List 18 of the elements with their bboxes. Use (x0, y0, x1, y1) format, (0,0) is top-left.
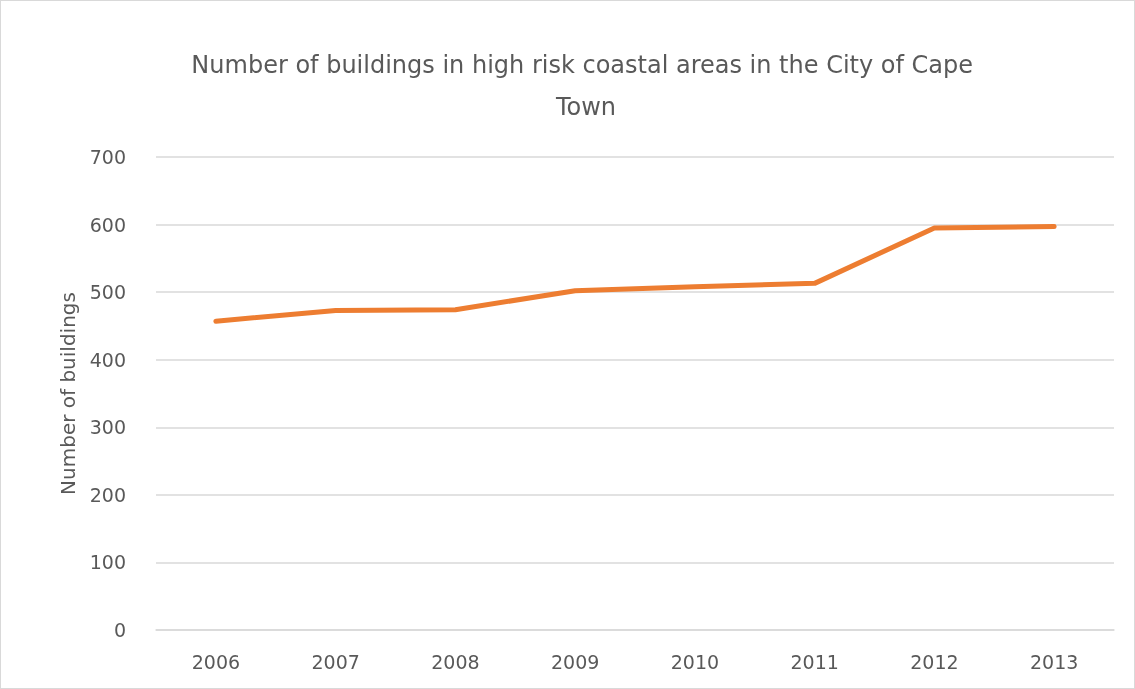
x-tick-label: 2009 (550, 650, 600, 673)
y-tick-label: 300 (89, 416, 126, 439)
x-tick-label: 2006 (191, 650, 241, 673)
x-tick-label: 2011 (790, 650, 839, 673)
y-tick-label: 100 (89, 551, 126, 574)
x-tick-label: 2012 (910, 650, 959, 673)
x-tick-label: 2010 (670, 650, 720, 673)
y-tick-label: 500 (89, 281, 126, 304)
y-axis-title: Number of buildings (56, 292, 80, 495)
y-tick-label: 600 (89, 213, 126, 236)
y-tick-label: 700 (89, 146, 126, 168)
y-tick-label: 0 (113, 619, 126, 641)
y-tick-label: 200 (89, 483, 126, 506)
x-tick-label: 2007 (311, 650, 360, 673)
chart-title: Number of buildings in high risk coastal areas in the City of Cape Town (191, 51, 981, 121)
x-tick-label: 2008 (431, 650, 480, 673)
x-tick-label: 2013 (1029, 650, 1079, 673)
y-tick-label: 400 (89, 348, 126, 371)
